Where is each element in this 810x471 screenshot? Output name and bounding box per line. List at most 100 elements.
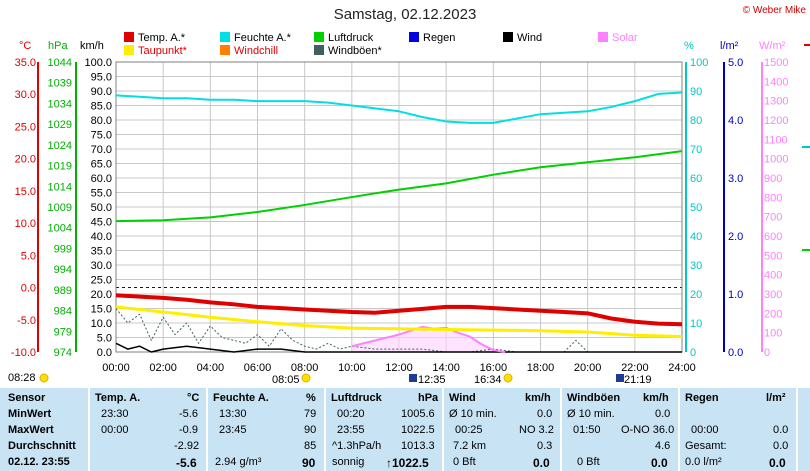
- pressure-tick-label: 974: [54, 347, 72, 359]
- temp-tick-label: 20.0: [15, 154, 36, 166]
- rain-tick-label: 3.0: [728, 173, 743, 185]
- humidity-tick-label: 40: [690, 231, 702, 243]
- gust-max-time: 01:50: [573, 424, 601, 436]
- gust-beaufort: 0 Bft: [577, 456, 600, 468]
- legend-temp[interactable]: Temp. A.*: [124, 32, 185, 44]
- pressure-unit-header: hPa: [418, 392, 439, 404]
- legend-solar[interactable]: Solar: [598, 32, 638, 44]
- legend-windchill[interactable]: Windchill: [220, 45, 278, 57]
- wind-tick-label: 85.0: [91, 101, 112, 113]
- moon-icon: [503, 373, 513, 383]
- pressure-avg: 1013.3: [401, 440, 435, 452]
- legend-swatch: [314, 45, 324, 55]
- legend-wind[interactable]: Wind: [503, 32, 542, 44]
- humidity-avg: 85: [304, 440, 317, 452]
- humidity-tick-label: 70: [690, 144, 702, 156]
- wind-tick-label: 80.0: [91, 115, 112, 127]
- chart-title: Samstag, 02.12.2023: [333, 6, 477, 23]
- wind-beaufort: 0 Bft: [453, 456, 476, 468]
- legend-swatch: [124, 32, 134, 42]
- x-tick-label: 18:00: [527, 362, 555, 374]
- row-label-current: 02.12. 23:55: [8, 456, 70, 468]
- humidity-header: Feuchte A.: [213, 392, 269, 404]
- x-tick-label: 12:00: [385, 362, 413, 374]
- humidity-tick-label: 30: [690, 260, 702, 272]
- solar-tick-label: 1400: [764, 76, 788, 88]
- humidity-max-time: 23:45: [219, 424, 247, 436]
- x-tick-label: 00:00: [102, 362, 130, 374]
- pressure-tick-label: 1009: [48, 202, 72, 214]
- legend-swatch: [314, 32, 324, 42]
- legend-label: Temp. A.*: [138, 32, 186, 44]
- pressure-unit: hPa: [48, 40, 68, 52]
- wind-tick-label: 55.0: [91, 188, 112, 200]
- pressure-tick-label: 994: [54, 264, 72, 276]
- legend-humidity[interactable]: Feuchte A.*: [220, 32, 291, 44]
- sun-left-time: 08:28: [8, 372, 36, 384]
- gust-header: Windböen: [567, 392, 621, 404]
- temp-avg: -2.92: [174, 440, 200, 452]
- wind-tick-label: 50.0: [91, 202, 112, 214]
- temp-unit: °C: [19, 40, 32, 52]
- solar-noon-time: 12:35: [418, 374, 446, 386]
- solar-tick-label: 400: [764, 270, 782, 282]
- pressure-tick-label: 1029: [48, 119, 72, 131]
- humidity-tick-label: 20: [690, 289, 702, 301]
- wind-avg: 0.0: [537, 408, 553, 420]
- rain-current: 0.0: [769, 456, 786, 470]
- legend-dewpoint[interactable]: Taupunkt*: [124, 45, 187, 57]
- pressure-tick-label: 1004: [48, 223, 72, 235]
- row-label-avg: Durchschnitt: [8, 440, 76, 452]
- column-separator: [442, 388, 444, 471]
- gust-avg-label: Ø 10 min.: [567, 408, 615, 420]
- solar-tick-label: 300: [764, 289, 782, 301]
- x-tick-label: 16:00: [480, 362, 508, 374]
- pressure-header: Luftdruck: [331, 392, 382, 404]
- temp-min-time: 23:30: [101, 408, 129, 420]
- legend-label: Taupunkt*: [138, 45, 187, 57]
- wind-tick-label: 90.0: [91, 86, 112, 98]
- humidity-tick-label: 0: [690, 347, 696, 359]
- pressure-tick-label: 979: [54, 326, 72, 338]
- wind-tick-label: 100.0: [84, 57, 112, 69]
- rain-unit: l/m²: [720, 40, 739, 52]
- solar-tick-label: 600: [764, 231, 782, 243]
- legend-pressure[interactable]: Luftdruck: [314, 32, 373, 44]
- legend-swatch: [124, 45, 134, 55]
- pressure-tick-label: 989: [54, 285, 72, 297]
- pressure-min: 1005.6: [401, 408, 435, 420]
- temp-max-time: 00:00: [101, 424, 129, 436]
- temp-min: -5.6: [179, 408, 198, 420]
- legend-swatch: [503, 32, 513, 42]
- copyright-link[interactable]: © Weber Mike: [742, 5, 806, 16]
- series-line-taupunkt: [115, 305, 683, 339]
- pressure-tick-label: 1039: [48, 78, 72, 90]
- solar-tick-label: 1200: [764, 115, 788, 127]
- temp-tick-label: 25.0: [15, 121, 36, 133]
- pressure-min-time: 00:20: [337, 408, 365, 420]
- legend-swatch: [409, 32, 419, 42]
- temp-current: -5.6: [176, 456, 197, 470]
- solar-tick-label: 100: [764, 328, 782, 340]
- gust-unit-header: km/h: [643, 392, 669, 404]
- pressure-tick-label: 1014: [48, 181, 72, 193]
- wind-header: Wind: [449, 392, 476, 404]
- wind-tick-label: 60.0: [91, 173, 112, 185]
- legend-rain[interactable]: Regen: [409, 32, 455, 44]
- humidity-tick-label: 100: [690, 57, 708, 69]
- humidity-min: 79: [304, 408, 317, 420]
- temp-unit-header: °C: [187, 392, 200, 404]
- wind-unit-header: km/h: [525, 392, 551, 404]
- legend-label: Windböen*: [328, 45, 382, 57]
- moon-time: 16:34: [474, 374, 502, 386]
- pressure-tick-label: 1019: [48, 161, 72, 173]
- x-tick-label: 10:00: [338, 362, 366, 374]
- solar-tick-label: 500: [764, 250, 782, 262]
- rain-unit-header: l/m²: [766, 392, 786, 404]
- legend-swatch: [598, 32, 608, 42]
- rain-tick-label: 4.0: [728, 115, 743, 127]
- humidity-max: 90: [304, 424, 317, 436]
- legend-gust[interactable]: Windböen*: [314, 45, 382, 57]
- row-label-max: MaxWert: [8, 424, 54, 436]
- humidity-tick-label: 90: [690, 86, 702, 98]
